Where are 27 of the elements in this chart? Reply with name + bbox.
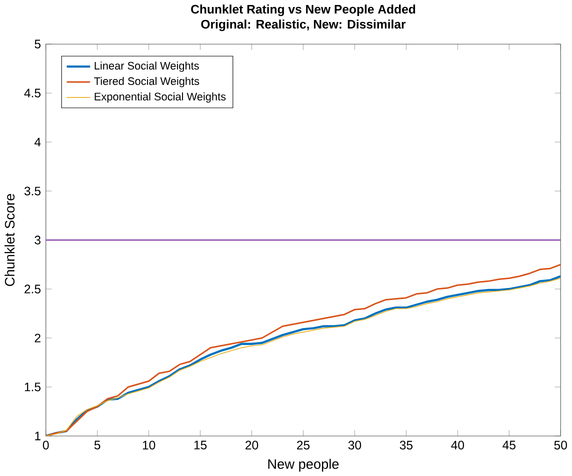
legend-label: Linear Social Weights [94,62,199,72]
x-tick-label: 10 [142,440,156,450]
y-tick-label: 5 [34,40,41,48]
x-tick-label: 15 [194,440,207,450]
x-tick-label: 5 [94,440,100,450]
y-tick-label: 4 [34,138,41,146]
x-tick-label: 20 [246,440,258,450]
y-tick-label: 1.5 [24,382,41,392]
x-tick-label: 30 [348,440,362,450]
x-tick-label: 35 [400,440,413,450]
y-tick-label: 1 [35,432,40,440]
x-tick-label: 0 [42,440,49,450]
legend-label: Exponential Social Weights [94,92,226,103]
x-axis-title: New people [268,458,339,472]
x-tick-label: 25 [297,440,310,450]
x-tick-label: 50 [554,440,567,450]
y-tick-label: 4.5 [24,88,41,98]
y-axis-title: Chunklet Score [4,194,15,286]
x-tick-label: 40 [451,440,464,450]
y-tick-label: 2.5 [24,284,41,294]
y-tick-label: 3.5 [24,186,41,196]
legend-label: Tiered Social Weights [94,76,200,88]
x-tick-label: 45 [502,440,516,450]
y-tick-label: 3 [34,236,40,244]
y-tick-label: 2 [34,334,40,342]
chart-subtitle: Original: Realistic, New: Dissimilar [201,20,406,32]
chart-title: Chunklet Rating vs New People Added [191,4,416,16]
